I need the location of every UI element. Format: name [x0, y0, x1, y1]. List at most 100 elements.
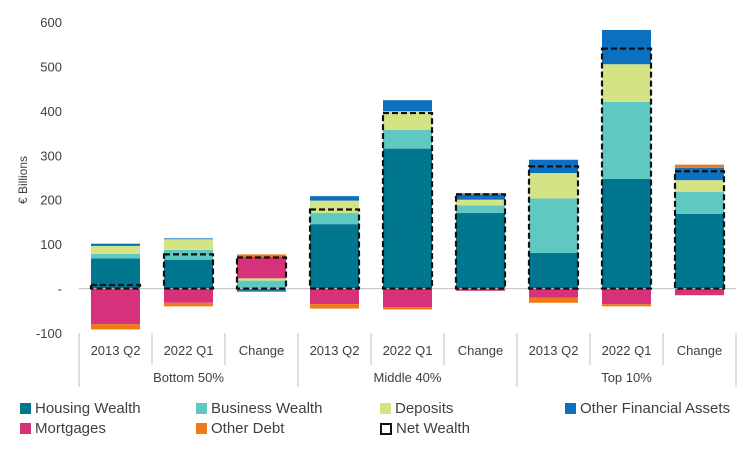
- x-tick-label: Change: [677, 343, 723, 358]
- bar-other-financial-assets: [529, 159, 578, 174]
- bar-other-financial-assets: [91, 243, 140, 246]
- legend-swatch: [20, 423, 31, 434]
- bar-other-debt: [310, 304, 359, 309]
- bar-business-wealth: [164, 249, 213, 260]
- bar-other-debt: [529, 297, 578, 303]
- bar-business-wealth: [383, 129, 432, 149]
- bar-mortgages: [237, 257, 286, 279]
- bar-other-debt: [602, 304, 651, 307]
- bar-housing-wealth: [310, 224, 359, 289]
- bar-deposits: [310, 200, 359, 214]
- x-axis: 2013 Q2 2022 Q1 Change 2013 Q2 2022 Q1 Change…: [78, 333, 737, 387]
- bar-business-wealth: [456, 205, 505, 214]
- bar-other-debt: [164, 302, 213, 307]
- bar-housing-wealth: [91, 258, 140, 289]
- bar-housing-wealth: [456, 213, 505, 289]
- bar-housing-wealth: [529, 253, 578, 289]
- y-axis-title: € Billions: [16, 156, 30, 204]
- bar-business-wealth: [602, 101, 651, 179]
- bar-other-financial-assets: [456, 194, 505, 200]
- bar-deposits: [91, 245, 140, 254]
- x-tick-label: Change: [458, 343, 504, 358]
- legend-label: Business Wealth: [211, 400, 323, 417]
- bar-deposits: [529, 173, 578, 199]
- x-tick-label: 2013 Q2: [91, 343, 141, 358]
- bar-other-debt: [456, 193, 505, 195]
- y-tick-label: 600: [40, 15, 62, 30]
- legend-item: Other Debt: [196, 420, 284, 437]
- net-wealth-outline: [308, 208, 361, 290]
- legend-label: Other Financial Assets: [580, 400, 731, 417]
- y-tick-label: 400: [40, 104, 62, 119]
- bar-deposits: [383, 111, 432, 130]
- legend-label: Deposits: [395, 400, 454, 417]
- net-wealth-outline: [527, 165, 580, 290]
- legend-item: Mortgages: [20, 420, 106, 437]
- net-wealth-outline: [89, 283, 142, 290]
- x-tick-label: 2022 Q1: [383, 343, 433, 358]
- bar-housing-wealth: [164, 259, 213, 289]
- legend-swatch: [380, 403, 391, 414]
- legend-item: Other Financial Assets: [565, 400, 730, 417]
- legend-label: Housing Wealth: [35, 400, 141, 417]
- legend-item: Business Wealth: [196, 400, 322, 417]
- bar-business-wealth: [91, 253, 140, 259]
- x-tick-label: Change: [239, 343, 285, 358]
- bar-mortgages: [310, 288, 359, 305]
- bar-mortgages: [529, 288, 578, 298]
- x-group-label: Top 10%: [601, 370, 652, 385]
- x-group-label: Middle 40%: [374, 370, 442, 385]
- net-wealth-outline: [673, 170, 726, 290]
- bar-housing-wealth: [237, 288, 286, 291]
- bar-deposits: [237, 278, 286, 281]
- bar-mortgages: [164, 288, 213, 303]
- y-tick-label: 200: [40, 193, 62, 208]
- bar-housing-wealth: [675, 213, 724, 289]
- bar-deposits: [602, 64, 651, 102]
- bar-other-financial-assets: [675, 167, 724, 181]
- bar-other-debt: [91, 324, 140, 330]
- net-wealth-outline: [454, 193, 507, 290]
- bar-deposits: [456, 199, 505, 206]
- bar-business-wealth: [237, 280, 286, 289]
- bar-other-debt: [237, 254, 286, 258]
- bar-other-financial-assets: [237, 290, 286, 292]
- bar-other-financial-assets: [310, 196, 359, 201]
- legend-item: Deposits: [380, 400, 453, 417]
- net-wealth-outline: [381, 111, 434, 290]
- y-tick-label: -100: [36, 326, 62, 341]
- bar-other-financial-assets: [602, 29, 651, 65]
- bar-mortgages: [675, 288, 724, 296]
- bar-deposits: [164, 239, 213, 250]
- legend-swatch: [20, 403, 31, 414]
- x-tick-label: 2013 Q2: [310, 343, 360, 358]
- legend-swatch: [565, 403, 576, 414]
- bar-business-wealth: [310, 213, 359, 225]
- legend-label: Other Debt: [211, 420, 285, 437]
- bar-business-wealth: [529, 198, 578, 254]
- bar-other-debt: [675, 164, 724, 168]
- bar-housing-wealth: [383, 148, 432, 289]
- x-tick-label: 2013 Q2: [529, 343, 579, 358]
- bar-business-wealth: [675, 191, 724, 214]
- legend-label: Net Wealth: [396, 420, 470, 437]
- legend-swatch: [196, 423, 207, 434]
- bar-housing-wealth: [602, 178, 651, 289]
- legend-item: Housing Wealth: [20, 400, 141, 417]
- legend-label: Mortgages: [35, 420, 106, 437]
- bar-stacks: [79, 29, 736, 330]
- x-tick-label: 2022 Q1: [164, 343, 214, 358]
- bar-mortgages: [602, 288, 651, 305]
- legend-swatch: [196, 403, 207, 414]
- net-wealth-outline: [235, 256, 288, 290]
- net-wealth-outline: [162, 253, 215, 290]
- x-tick-label: 2022 Q1: [602, 343, 652, 358]
- bar-other-financial-assets: [164, 238, 213, 240]
- y-tick-label: -: [58, 282, 62, 297]
- y-axis: 600 500 400 300 200 100 - -100: [36, 15, 62, 341]
- bar-mortgages: [383, 288, 432, 308]
- net-wealth-outlines: [89, 47, 726, 290]
- bar-mortgages: [456, 288, 505, 291]
- x-group-label: Bottom 50%: [153, 370, 224, 385]
- legend-item: Net Wealth: [380, 420, 470, 437]
